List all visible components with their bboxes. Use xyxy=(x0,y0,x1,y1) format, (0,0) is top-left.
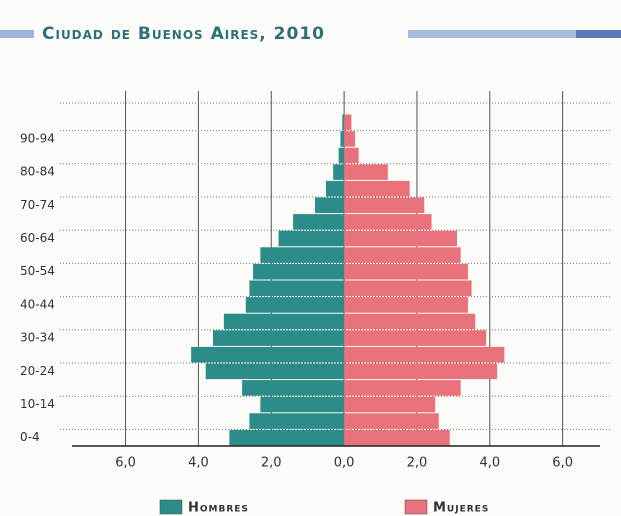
bar-male xyxy=(249,413,345,429)
title-decoration xyxy=(0,30,34,38)
bar-male xyxy=(260,247,345,263)
y-tick-label: 70-74 xyxy=(20,198,55,212)
bar-male xyxy=(325,180,345,197)
y-tick-label: 10-14 xyxy=(20,397,55,411)
bar-female xyxy=(344,429,450,446)
bar-female xyxy=(344,230,458,247)
title-decoration xyxy=(408,30,621,38)
bar-female xyxy=(344,214,432,230)
bar-female xyxy=(344,297,468,313)
bar-male xyxy=(242,380,345,396)
y-tick-label: 30-34 xyxy=(20,331,55,345)
bar-male xyxy=(293,214,345,230)
bar-female xyxy=(344,313,476,330)
bar-female xyxy=(344,147,359,164)
bar-female xyxy=(344,164,388,180)
legend-swatch xyxy=(159,499,183,515)
x-tick-label: 2,0 xyxy=(407,456,428,471)
legend-label: Mujeres xyxy=(433,501,489,516)
x-tick-label: 6,0 xyxy=(115,456,136,471)
legend-swatch xyxy=(404,499,428,515)
bar-male xyxy=(212,330,345,346)
bar-male xyxy=(314,197,345,214)
bar-male xyxy=(340,131,345,147)
bar-female xyxy=(344,346,505,363)
bar-female xyxy=(344,330,487,346)
y-tick-label: 60-64 xyxy=(20,231,55,245)
x-tick-label: 4,0 xyxy=(479,456,500,471)
y-tick-label: 80-84 xyxy=(20,165,55,179)
x-tick-label: 2,0 xyxy=(261,456,282,471)
bar-female xyxy=(344,247,461,263)
bar-female xyxy=(344,180,410,197)
y-tick-label: 50-54 xyxy=(20,264,55,278)
y-tick-label: 40-44 xyxy=(20,297,55,311)
bar-female xyxy=(344,131,356,147)
y-tick-label: 20-24 xyxy=(20,364,55,378)
legend-label: Hombres xyxy=(188,501,249,516)
bar-male xyxy=(229,429,345,446)
bar-female xyxy=(344,380,461,396)
bar-female xyxy=(344,396,436,413)
bar-female xyxy=(344,363,498,380)
bar-female xyxy=(344,413,439,429)
bar-female xyxy=(344,197,425,214)
bar-male xyxy=(245,297,345,313)
bar-male xyxy=(338,147,345,164)
bar-male xyxy=(342,114,345,131)
bar-female xyxy=(344,114,352,131)
bar-male xyxy=(205,363,345,380)
bar-male xyxy=(249,280,345,297)
bar-male xyxy=(333,164,345,180)
y-tick-label: 0-4 xyxy=(20,430,40,444)
x-tick-label: 4,0 xyxy=(188,456,209,471)
y-tick-label: 90-94 xyxy=(20,131,55,145)
bar-male xyxy=(191,346,345,363)
bar-male xyxy=(278,230,345,247)
bar-male xyxy=(253,263,345,280)
title-decoration xyxy=(576,30,621,38)
chart-title: Ciudad de Buenos Aires, 2010 xyxy=(42,24,325,44)
bar-female xyxy=(344,263,468,280)
bar-male xyxy=(260,396,345,413)
bar-female xyxy=(344,280,472,297)
x-tick-label: 0,0 xyxy=(334,456,355,471)
x-tick-label: 6,0 xyxy=(552,456,573,471)
bar-male xyxy=(223,313,345,330)
